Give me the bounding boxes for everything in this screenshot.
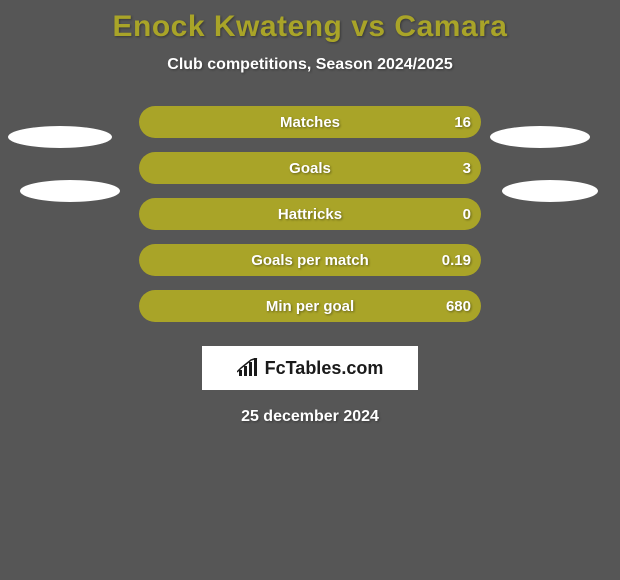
ellipse-left-top (8, 126, 112, 148)
chart-icon (237, 358, 259, 378)
stat-label: Hattricks (139, 198, 481, 230)
stat-right-value: 3 (463, 152, 471, 184)
ellipse-left-bot (20, 180, 120, 202)
page-subtitle: Club competitions, Season 2024/2025 (0, 56, 620, 74)
brand-text: FcTables.com (265, 358, 384, 379)
stat-row: Hattricks 0 (139, 198, 481, 230)
stat-row: Min per goal 680 (139, 290, 481, 322)
stat-label: Min per goal (139, 290, 481, 322)
page-title: Enock Kwateng vs Camara (0, 0, 620, 44)
stat-label: Matches (139, 106, 481, 138)
stat-right-value: 680 (446, 290, 471, 322)
footer-date: 25 december 2024 (0, 408, 620, 426)
ellipse-right-bot (502, 180, 598, 202)
ellipse-right-top (490, 126, 590, 148)
stat-right-value: 0.19 (442, 244, 471, 276)
stat-row: Goals 3 (139, 152, 481, 184)
stat-right-value: 0 (463, 198, 471, 230)
stat-label: Goals per match (139, 244, 481, 276)
stat-label: Goals (139, 152, 481, 184)
stat-right-value: 16 (454, 106, 471, 138)
stat-row: Goals per match 0.19 (139, 244, 481, 276)
brand-logo: FcTables.com (202, 346, 418, 390)
stat-row: Matches 16 (139, 106, 481, 138)
